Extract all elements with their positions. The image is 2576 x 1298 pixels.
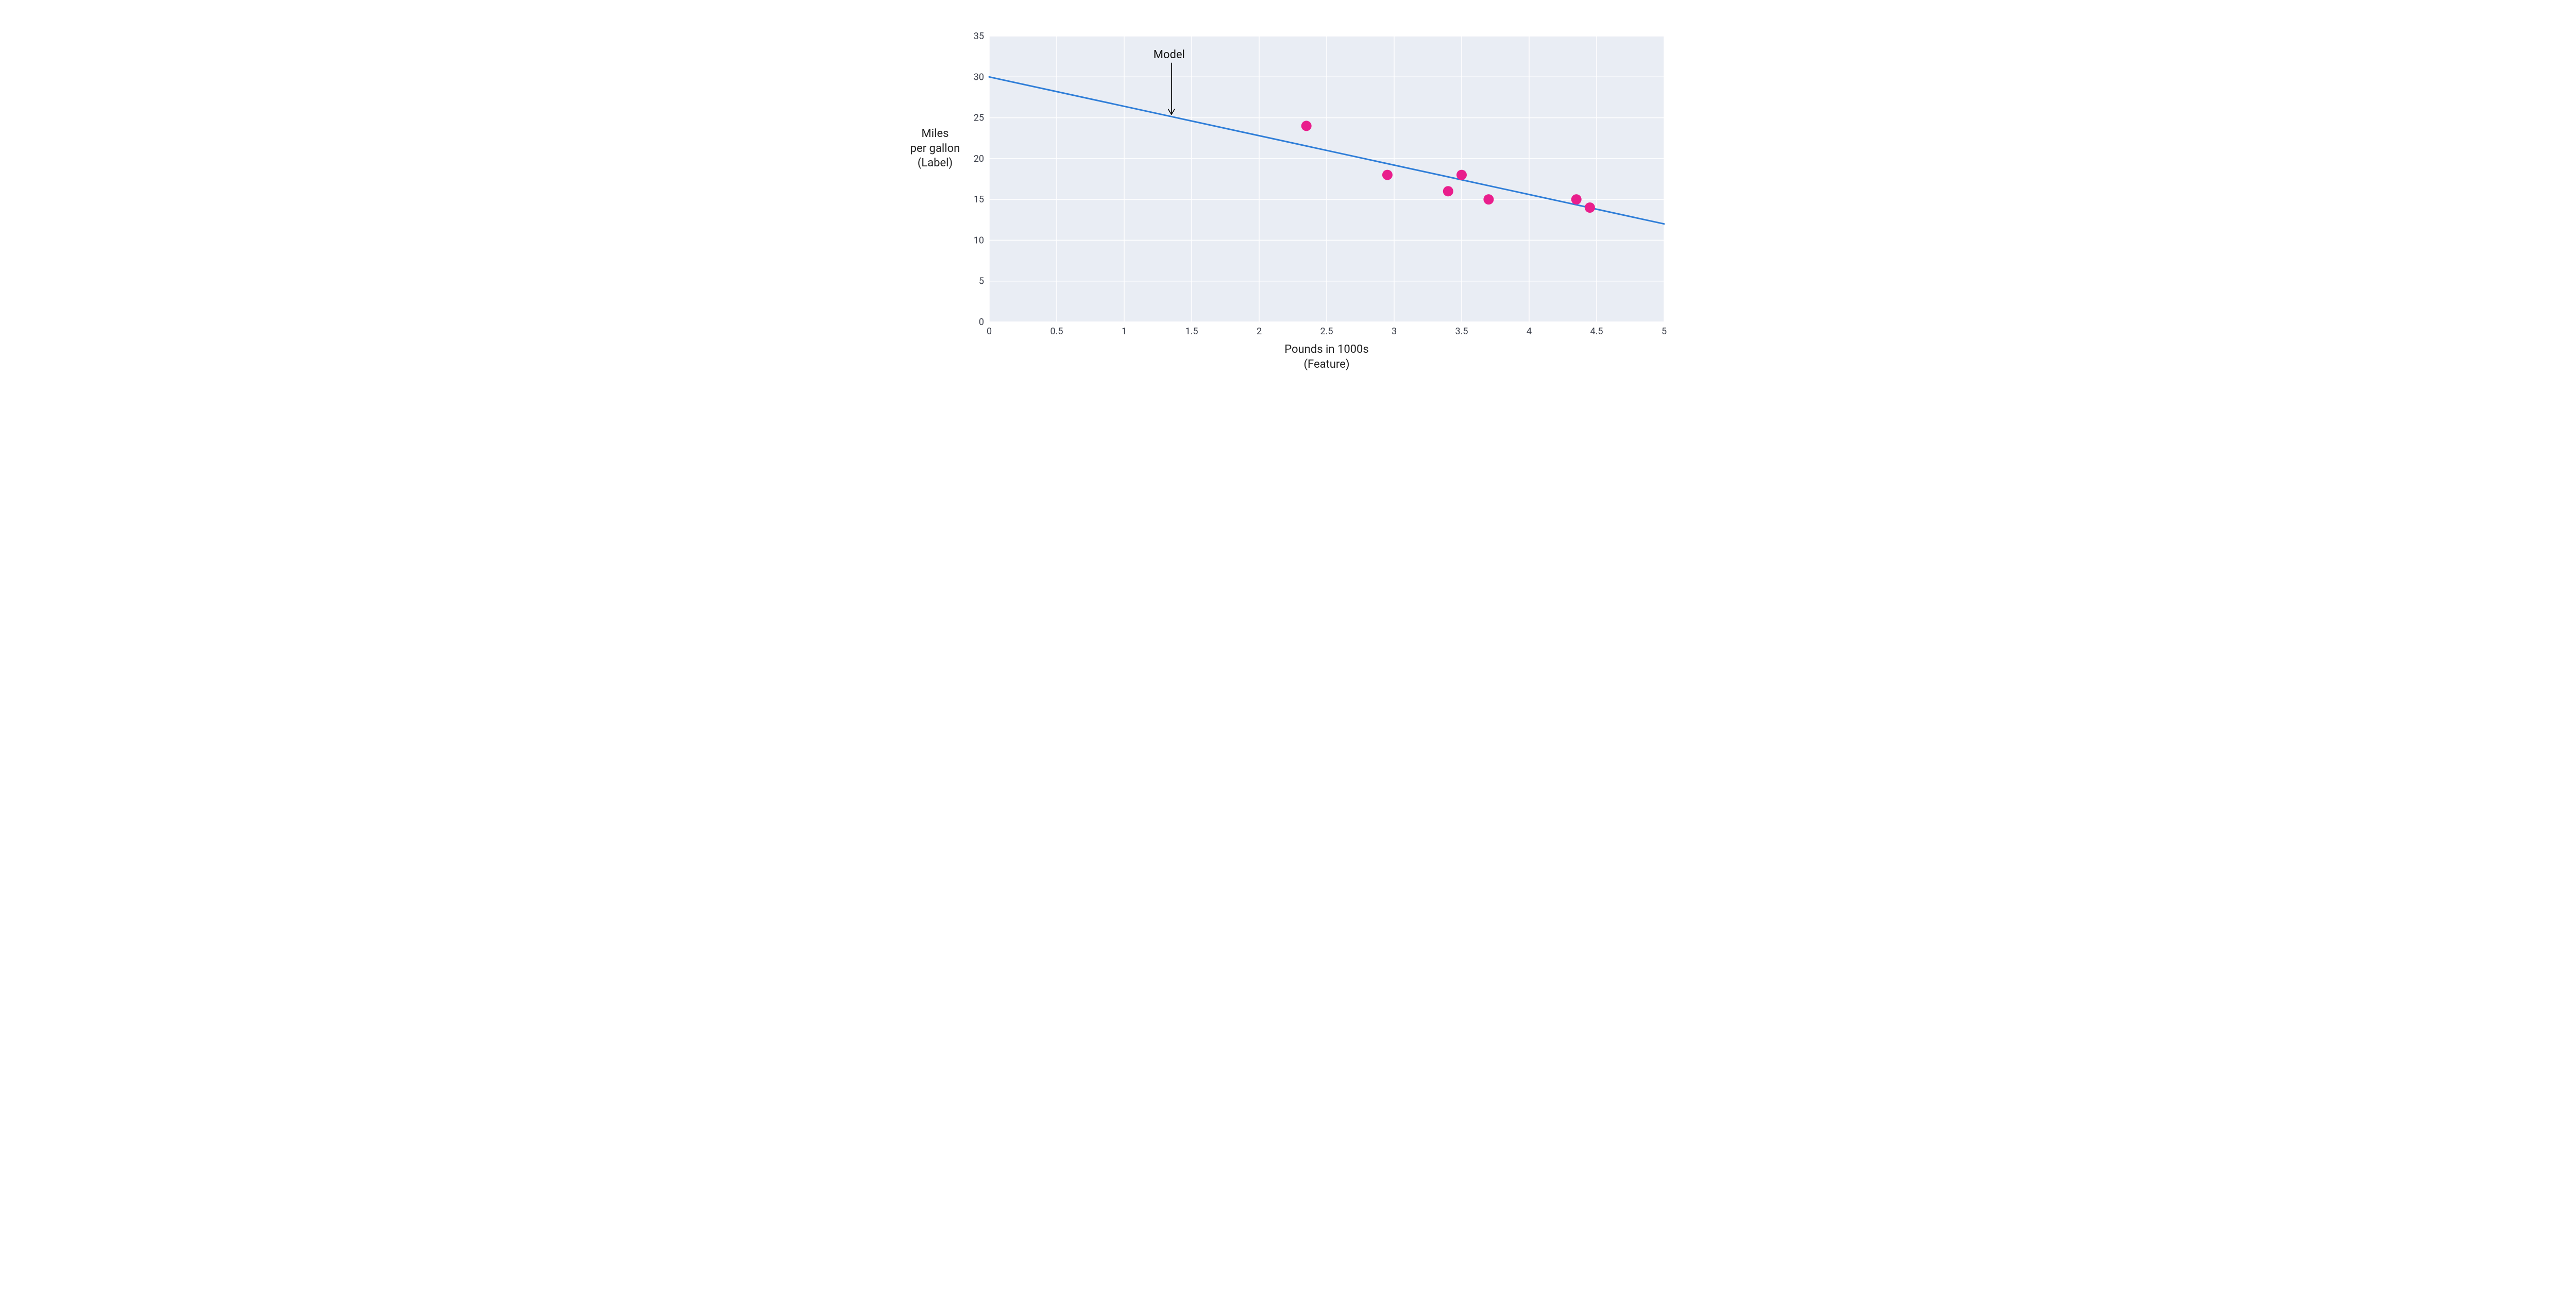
y-tick-label: 20 [974,153,984,164]
data-point [1443,186,1453,196]
chart-container: 0 0.5 1 1.5 2 2.5 3 3.5 4 4.5 5 0 5 10 15 20 25 30 35 Mile… [886,21,1690,404]
data-point [1571,194,1582,204]
x-tick-label: 4 [1527,326,1532,337]
y-tick-label: 25 [974,113,984,124]
data-point [1382,170,1393,180]
y-tick-label: 10 [974,235,984,246]
y-axis-label: Miles per gallon (Label) [896,127,974,171]
x-tick-label: 4.5 [1590,326,1603,337]
data-point [1585,202,1595,213]
y-axis-label-line: Miles [896,127,974,142]
x-tick-label: 3.5 [1455,326,1468,337]
y-tick-label: 30 [974,72,984,82]
x-tick-label: 2.5 [1320,326,1333,337]
x-axis-label-line: Pounds in 1000s [1265,343,1388,357]
x-tick-label: 0.5 [1050,326,1063,337]
x-tick-label: 1 [1122,326,1127,337]
y-axis-label-line: per gallon [896,142,974,157]
x-tick-label: 5 [1662,326,1667,337]
y-axis-label-line: (Label) [896,156,974,171]
data-point [1456,170,1467,180]
x-tick-label: 1.5 [1185,326,1198,337]
data-point [1301,121,1312,131]
x-axis-label-line: (Feature) [1265,357,1388,372]
y-tick-label: 15 [974,194,984,205]
x-tick-label: 2 [1257,326,1262,337]
x-axis-label: Pounds in 1000s (Feature) [1265,343,1388,372]
y-tick-label: 0 [979,317,984,328]
x-tick-label: 0 [987,326,992,337]
data-point [1483,194,1494,204]
model-annotation-label: Model [1154,48,1185,61]
y-tick-label: 5 [979,276,984,287]
y-tick-label: 35 [974,31,984,42]
x-tick-label: 3 [1392,326,1397,337]
